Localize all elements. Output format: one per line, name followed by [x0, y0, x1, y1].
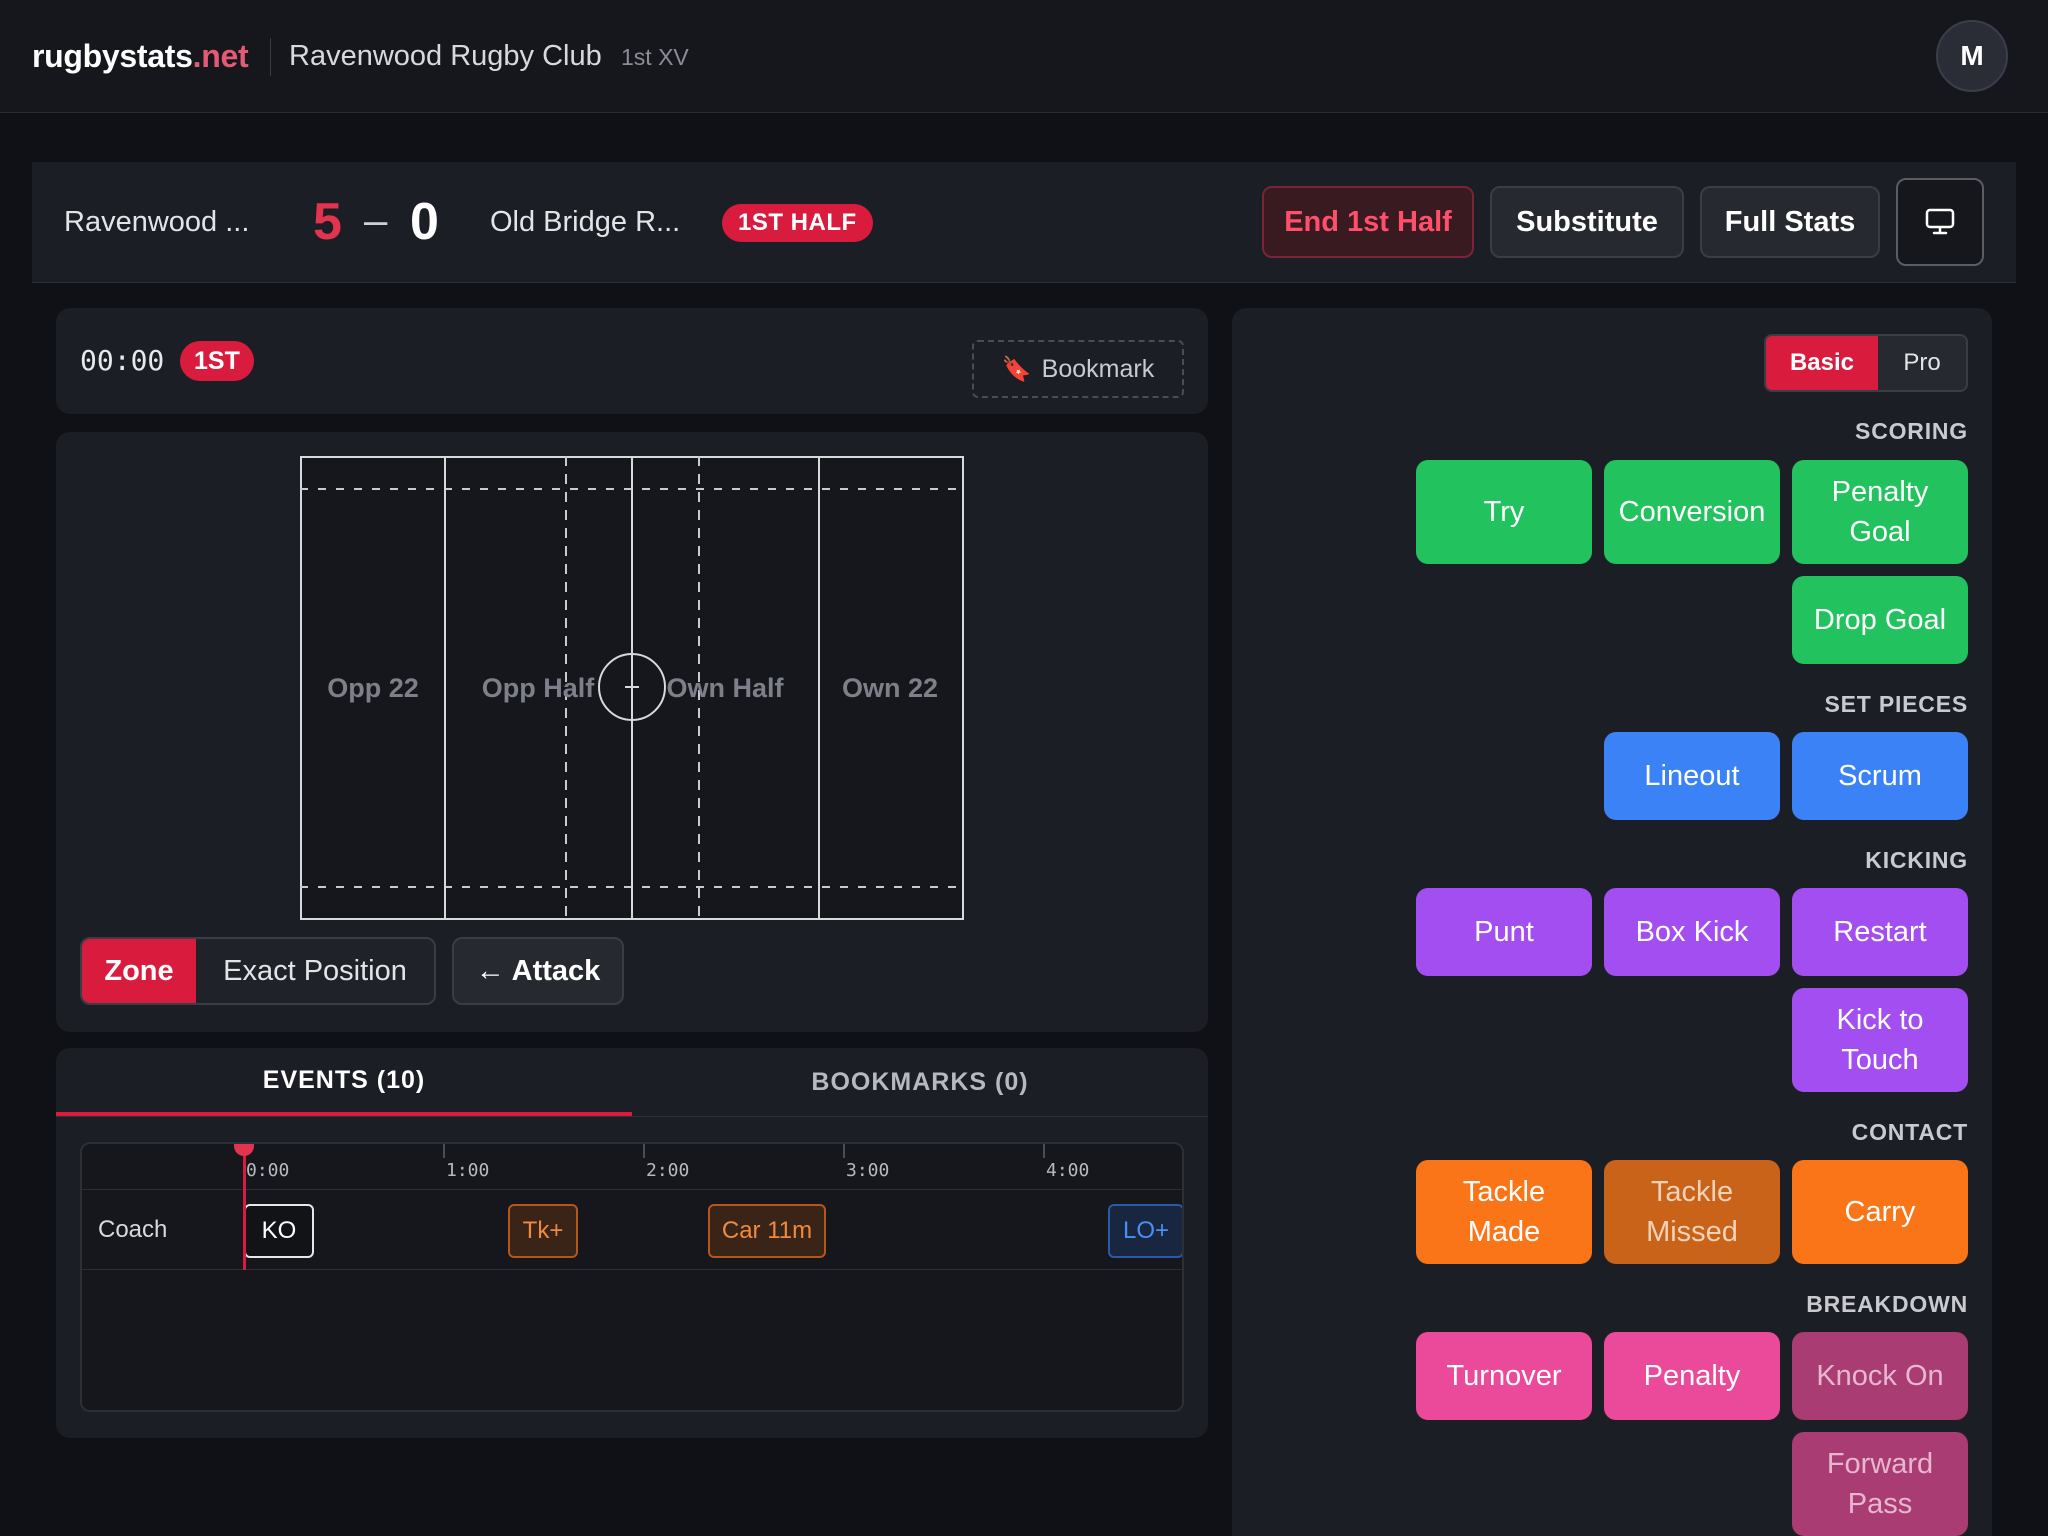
bookmark-label: Bookmark: [1041, 354, 1155, 383]
tick-label: 2:00: [646, 1160, 690, 1181]
position-mode-toggle: Zone Exact Position: [80, 937, 436, 1005]
pro-mode-option[interactable]: Pro: [1878, 336, 1966, 390]
section-title-contact: CONTACT: [1851, 1119, 1968, 1145]
period-badge: 1ST: [180, 341, 254, 381]
tick-mark: [843, 1144, 845, 1158]
kick-to-touch-button[interactable]: Kick to Touch: [1792, 988, 1968, 1092]
tick-label: 1:00: [446, 1160, 490, 1181]
monitor-icon: [1925, 208, 1955, 235]
bookmark-button[interactable]: 🔖 Bookmark: [972, 340, 1184, 398]
conversion-button[interactable]: Conversion: [1604, 460, 1780, 564]
brand-name: rugbystats: [32, 38, 193, 74]
turnover-button[interactable]: Turnover: [1416, 1332, 1592, 1420]
substitute-button[interactable]: Substitute: [1490, 186, 1684, 258]
tackle-missed-button[interactable]: Tackle Missed: [1604, 1160, 1780, 1264]
punt-button[interactable]: Punt: [1416, 888, 1592, 976]
bookmark-icon: 🔖: [1001, 355, 1032, 383]
tab-bookmarks[interactable]: BOOKMARKS (0): [811, 1067, 1029, 1096]
drop-goal-button[interactable]: Drop Goal: [1792, 576, 1968, 664]
events-card: EVENTS (10) BOOKMARKS (0) 0:00 1:00 2:00…: [56, 1048, 1208, 1438]
zone-label-own-22: Own 22: [842, 673, 938, 703]
zone-label-opp-half: Opp Half: [482, 673, 596, 703]
actions-panel: Basic Pro SCORING Try Conversion Penalty…: [1232, 308, 1992, 1536]
center-circle: [598, 653, 666, 721]
section-title-kicking: KICKING: [1865, 847, 1968, 873]
brand-divider: [270, 38, 271, 76]
basic-mode-option[interactable]: Basic: [1766, 336, 1878, 390]
event-timeline[interactable]: 0:00 1:00 2:00 3:00 4:00 Coach KO Tk+ Ca…: [80, 1142, 1184, 1412]
timeline-ruler: 0:00 1:00 2:00 3:00 4:00: [82, 1144, 1182, 1190]
brand-logo[interactable]: rugbystats.net: [32, 38, 249, 75]
penalty-button[interactable]: Penalty: [1604, 1332, 1780, 1420]
event-chip-kickoff[interactable]: KO: [244, 1204, 314, 1258]
away-team-name: Old Bridge R...: [490, 206, 681, 238]
club-name: Ravenwood Rugby Club: [289, 40, 602, 72]
row-label: Coach: [98, 1216, 168, 1243]
field-card: Opp 22 Opp Half Own Half Own 22 Zone Exa…: [56, 432, 1208, 1032]
penalty-goal-button[interactable]: Penalty Goal: [1792, 460, 1968, 564]
scrum-button[interactable]: Scrum: [1792, 732, 1968, 820]
playhead[interactable]: [243, 1144, 246, 1270]
full-stats-button[interactable]: Full Stats: [1700, 186, 1880, 258]
forward-pass-button[interactable]: Forward Pass: [1792, 1432, 1968, 1536]
rugby-pitch[interactable]: Opp 22 Opp Half Own Half Own 22: [300, 456, 964, 920]
event-chip-tackle[interactable]: Tk+: [508, 1204, 578, 1258]
tabs-divider: [56, 1116, 1208, 1117]
screen-mode-button[interactable]: [1896, 178, 1984, 266]
section-title-scoring: SCORING: [1855, 418, 1968, 444]
try-button[interactable]: Try: [1416, 460, 1592, 564]
section-title-set-pieces: SET PIECES: [1824, 691, 1968, 717]
attack-direction-button[interactable]: ← Attack: [452, 937, 624, 1005]
timer-card: 00:00 1ST 🔖 Bookmark: [56, 308, 1208, 414]
playhead-handle[interactable]: [234, 1144, 254, 1156]
score-separator: –: [364, 196, 388, 243]
home-team-name: Ravenwood ...: [64, 206, 250, 238]
brand-tld: .net: [192, 38, 249, 74]
knock-on-button[interactable]: Knock On: [1792, 1332, 1968, 1420]
zone-label-own-half: Own Half: [666, 673, 784, 703]
half-status-badge: 1ST HALF: [722, 204, 873, 242]
carry-button[interactable]: Carry: [1792, 1160, 1968, 1264]
stats-mode-toggle: Basic Pro: [1764, 334, 1968, 392]
zone-mode-option[interactable]: Zone: [82, 939, 196, 1003]
tick-mark: [643, 1144, 645, 1158]
score-bar: Ravenwood ... 5 – 0 Old Bridge R... 1ST …: [32, 162, 2016, 283]
zone-label-opp-22: Opp 22: [327, 673, 419, 703]
top-bar: rugbystats.net Ravenwood Rugby Club 1st …: [0, 0, 2048, 113]
tick-mark: [1043, 1144, 1045, 1158]
away-score: 0: [410, 193, 439, 251]
home-score: 5: [313, 193, 342, 251]
tick-mark: [443, 1144, 445, 1158]
timeline-row-coach: Coach KO Tk+ Car 11m LO+: [82, 1190, 1182, 1270]
tick-label: 3:00: [846, 1160, 890, 1181]
team-name: 1st XV: [621, 44, 689, 70]
exact-position-option[interactable]: Exact Position: [196, 939, 434, 1003]
event-chip-carry[interactable]: Car 11m: [708, 1204, 826, 1258]
end-half-button[interactable]: End 1st Half: [1262, 186, 1474, 258]
tackle-made-button[interactable]: Tackle Made: [1416, 1160, 1592, 1264]
tab-events[interactable]: EVENTS (10): [56, 1048, 632, 1116]
lineout-button[interactable]: Lineout: [1604, 732, 1780, 820]
match-clock: 00:00: [80, 344, 165, 377]
restart-button[interactable]: Restart: [1792, 888, 1968, 976]
section-title-breakdown: BREAKDOWN: [1806, 1291, 1968, 1317]
box-kick-button[interactable]: Box Kick: [1604, 888, 1780, 976]
event-chip-lineout[interactable]: LO+: [1108, 1204, 1182, 1258]
user-avatar[interactable]: M: [1936, 20, 2008, 92]
tick-label: 4:00: [1046, 1160, 1090, 1181]
tick-label: 0:00: [246, 1160, 290, 1181]
